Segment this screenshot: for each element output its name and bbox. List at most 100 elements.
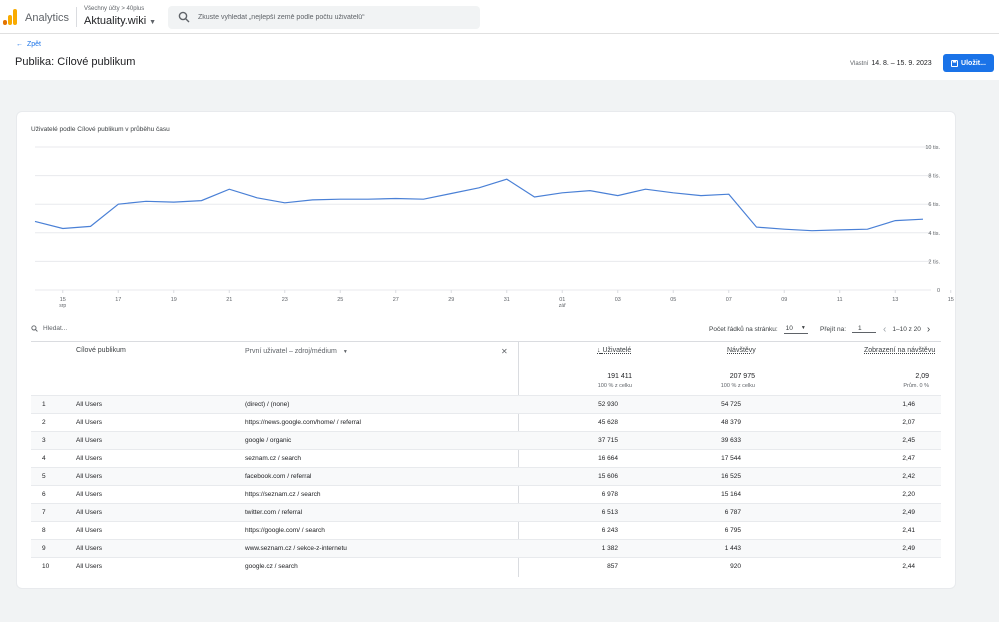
cell-audience: All Users <box>76 437 103 444</box>
page-header: ← Zpět Publika: Cílové publikum Vlastní 1… <box>0 34 999 80</box>
x-tick-label: 01 <box>559 297 565 303</box>
row-index: 10 <box>42 563 50 570</box>
x-tick-label: 21 <box>226 297 232 303</box>
series-line[interactable] <box>34 178 924 232</box>
cell-source: www.seznam.cz / sekce-z-internetu <box>245 545 347 552</box>
cell-views: 2,42 <box>902 473 915 480</box>
cell-users: 16 664 <box>598 455 618 462</box>
table-row[interactable]: 8 All Users https://google.com/ / search 6 … <box>31 521 941 539</box>
row-index: 4 <box>42 455 46 462</box>
table-row[interactable]: 5 All Users facebook.com / referral 15 606 1… <box>31 467 941 485</box>
col-source-label: První uživatel – zdroj/médium <box>245 348 337 355</box>
cell-users: 15 606 <box>598 473 618 480</box>
table-row[interactable]: 6 All Users https://seznam.cz / search 6 97… <box>31 485 941 503</box>
cell-source: facebook.com / referral <box>245 473 312 480</box>
col-users[interactable]: ↓ Uživatelé <box>597 347 631 354</box>
page-title: Publika: Cílové publikum <box>15 56 136 68</box>
x-tick-label: 29 <box>448 297 454 303</box>
cell-source: https://news.google.com/home/ / referral <box>245 419 361 426</box>
app-name[interactable]: Analytics <box>25 12 70 24</box>
total-sessions: 207 975 100 % z celku <box>721 373 755 389</box>
x-tick-sublabel: srp <box>59 303 66 309</box>
row-index: 1 <box>42 401 46 408</box>
x-tick-label: 17 <box>115 297 121 303</box>
x-tick-label: 27 <box>393 297 399 303</box>
rows-per-page-select[interactable]: 10 ▼ <box>783 325 808 334</box>
cell-users: 45 628 <box>598 419 618 426</box>
cell-sessions: 920 <box>730 563 741 570</box>
total-views: 2,09 Prům. 0 % <box>903 373 929 389</box>
x-tick-label: 07 <box>726 297 732 303</box>
total-views-value: 2,09 <box>915 373 929 380</box>
x-tick-label: 03 <box>615 297 621 303</box>
date-range: 14. 8. – 15. 9. 2023 <box>871 60 932 67</box>
table-search[interactable]: Hledat... <box>31 325 67 332</box>
back-label: Zpět <box>27 41 42 48</box>
account-selector[interactable]: Aktuality.wiki ▼ <box>84 15 156 27</box>
cell-users: 6 243 <box>601 527 618 534</box>
rows-per-page-label: Počet řádků na stránku: <box>709 326 778 333</box>
cell-source: (direct) / (none) <box>245 401 290 408</box>
save-icon <box>951 59 959 67</box>
row-index: 9 <box>42 545 46 552</box>
row-index: 8 <box>42 527 46 534</box>
x-tick-label: 25 <box>337 297 343 303</box>
row-index: 3 <box>42 437 46 444</box>
chevron-right-icon[interactable]: › <box>926 324 931 335</box>
table-header-border <box>31 341 941 342</box>
cell-source: google / organic <box>245 437 292 444</box>
cell-audience: All Users <box>76 419 103 426</box>
goto-page: Přejít na: 1 <box>820 325 877 333</box>
x-tick-label: 15 <box>948 297 954 303</box>
cell-users: 6 978 <box>601 491 618 498</box>
y-tick-label: 6 tis. <box>928 202 940 208</box>
x-tick-label: 13 <box>892 297 898 303</box>
table-row[interactable]: 2 All Users https://news.google.com/home/ … <box>31 413 941 431</box>
col-sessions[interactable]: Návštěvy <box>727 347 756 354</box>
table-row[interactable]: 4 All Users seznam.cz / search 16 664 17 544… <box>31 449 941 467</box>
cell-views: 2,44 <box>902 563 915 570</box>
sort-down-arrow-icon: ↓ <box>597 347 601 354</box>
caret-down-icon: ▼ <box>342 349 348 355</box>
cell-sessions: 6 787 <box>724 509 741 516</box>
close-icon[interactable]: ✕ <box>501 347 508 356</box>
report-card: Uživatelé podle Cílové publikum v průběh… <box>16 111 956 589</box>
x-tick-label: 31 <box>504 297 510 303</box>
cell-views: 2,49 <box>902 545 915 552</box>
search-input[interactable] <box>198 10 468 25</box>
cell-views: 2,45 <box>902 437 915 444</box>
save-button[interactable]: Uložit... <box>943 54 994 72</box>
col-source-dropdown[interactable]: První uživatel – zdroj/médium ▼ <box>245 348 348 355</box>
pagination: ‹ 1–10 z 20 › <box>883 324 930 335</box>
table-row[interactable]: 10 All Users google.cz / search 857 920 2,44 <box>31 557 941 575</box>
analytics-logo-icon[interactable] <box>3 9 17 25</box>
search-icon <box>31 325 38 332</box>
table-row[interactable]: 7 All Users twitter.com / referral 6 513 6 7… <box>31 503 941 521</box>
table-row[interactable]: 1 All Users (direct) / (none) 52 930 54 725 1… <box>31 395 941 413</box>
date-prefix: Vlastní <box>850 61 869 67</box>
chevron-left-icon[interactable]: ‹ <box>883 324 887 335</box>
y-tick-label: 8 tis. <box>928 174 940 180</box>
goto-input[interactable]: 1 <box>852 325 877 333</box>
cell-source: https://google.com/ / search <box>245 527 325 534</box>
table-row[interactable]: 9 All Users www.seznam.cz / sekce-z-intern… <box>31 539 941 557</box>
date-range-picker[interactable]: Vlastní 14. 8. – 15. 9. 2023 <box>850 60 932 67</box>
global-search[interactable] <box>168 6 480 29</box>
x-tick-label: 15 <box>60 297 66 303</box>
cell-users: 857 <box>607 563 618 570</box>
caret-down-icon: ▼ <box>800 325 806 331</box>
row-index: 5 <box>42 473 46 480</box>
col-views[interactable]: Zobrazení na návštěvu <box>864 347 936 354</box>
account-path[interactable]: Všechny účty > 40plus <box>84 6 145 12</box>
total-views-sub: Prům. 0 % <box>903 383 929 389</box>
cell-sessions: 16 525 <box>721 473 741 480</box>
x-tick-label: 11 <box>837 297 843 303</box>
page-range: 1–10 z 20 <box>892 326 921 333</box>
col-audience[interactable]: Cílové publikum <box>76 347 126 354</box>
cell-audience: All Users <box>76 527 103 534</box>
table-row[interactable]: 3 All Users google / organic 37 715 39 633 2,… <box>31 431 941 449</box>
back-link[interactable]: ← Zpět <box>16 41 41 48</box>
cell-sessions: 39 633 <box>721 437 741 444</box>
row-index: 2 <box>42 419 46 426</box>
